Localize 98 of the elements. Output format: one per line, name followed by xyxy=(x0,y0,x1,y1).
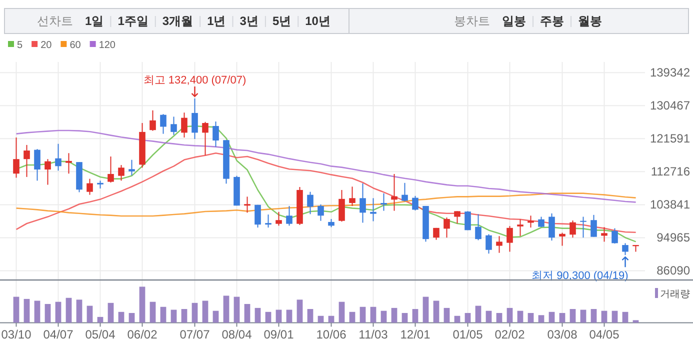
text: 3개월 xyxy=(162,14,194,28)
bar xyxy=(139,286,146,323)
bar xyxy=(402,312,408,323)
x-tick-label: 02/02 xyxy=(494,328,526,342)
bar xyxy=(76,300,82,323)
y-tick-label: 94965 xyxy=(656,230,690,245)
bar xyxy=(580,310,586,323)
bar xyxy=(338,302,345,323)
bar xyxy=(412,309,418,323)
line-series xyxy=(16,130,636,203)
bar xyxy=(601,310,608,323)
bar xyxy=(307,309,314,323)
x-tick-label: 08/04 xyxy=(222,328,252,342)
annotation: 최고 132,400 (07/07) xyxy=(143,74,246,86)
bar xyxy=(444,308,450,323)
bar xyxy=(360,306,366,323)
bar xyxy=(108,302,114,323)
bar xyxy=(181,309,188,323)
bar xyxy=(391,308,398,323)
x-tick-label: 11/03 xyxy=(358,328,388,342)
bar xyxy=(506,308,513,323)
x-tick-label: 05/04 xyxy=(85,328,116,342)
x-tick-label: 03/10 xyxy=(1,328,32,342)
x-tick-label: 12/01 xyxy=(400,328,431,342)
y-tick-label: 86090 xyxy=(656,264,690,278)
bar xyxy=(265,312,272,323)
bar xyxy=(55,302,62,323)
bar xyxy=(422,296,429,323)
y-tick-label: 103841 xyxy=(650,198,690,212)
x-tick-label: 07/07 xyxy=(180,328,210,342)
bar xyxy=(170,310,177,323)
bar xyxy=(296,300,303,323)
bar xyxy=(464,312,471,323)
bar xyxy=(486,310,492,323)
text: 1일 xyxy=(85,14,104,28)
bar xyxy=(66,298,72,323)
x-tick-label: 04/07 xyxy=(43,328,74,342)
bar xyxy=(538,315,544,323)
x-tick-label: 01/05 xyxy=(452,328,484,342)
bar xyxy=(632,320,639,323)
bar xyxy=(13,296,20,323)
text: 일봉 xyxy=(502,14,526,28)
bar xyxy=(244,304,250,323)
x-tick-label: 10/06 xyxy=(316,328,347,342)
bar xyxy=(192,302,198,323)
text: 10년 xyxy=(305,14,330,28)
bar xyxy=(150,302,156,323)
bar xyxy=(590,309,597,323)
bar xyxy=(160,306,166,323)
text: 1년 xyxy=(207,14,226,28)
bar xyxy=(202,300,208,323)
bar xyxy=(370,306,376,323)
x-tick-label: 03/08 xyxy=(547,328,578,342)
text: 봉차트 xyxy=(454,14,490,28)
annotation: 최저 90,300 (04/19) xyxy=(532,270,628,282)
bar xyxy=(34,300,40,323)
bar xyxy=(118,312,124,323)
text: 월봉 xyxy=(578,14,602,28)
x-tick-label: 09/01 xyxy=(264,328,294,342)
bar xyxy=(212,310,219,323)
bar xyxy=(548,312,555,323)
text: 선차트 xyxy=(37,14,73,28)
bar xyxy=(475,306,482,323)
bar xyxy=(380,310,387,323)
bar xyxy=(622,312,628,323)
bar xyxy=(496,312,502,323)
legend-label: 120 xyxy=(98,40,116,51)
bar xyxy=(433,300,440,323)
text: 1주일 xyxy=(118,14,148,28)
y-tick-label: 139342 xyxy=(650,66,690,80)
bar xyxy=(97,316,104,323)
y-tick-label: 121591 xyxy=(650,132,690,146)
bar xyxy=(612,310,618,323)
bar xyxy=(86,306,93,323)
x-tick-label: 04/05 xyxy=(589,328,620,342)
legend-label: 거래량 xyxy=(660,289,690,300)
y-tick-label: 112716 xyxy=(650,164,690,179)
bar xyxy=(276,310,282,323)
bar xyxy=(349,312,356,323)
bar xyxy=(559,312,566,323)
legend-label: 5 xyxy=(17,40,23,51)
bar xyxy=(44,304,51,323)
bar xyxy=(570,309,576,323)
bar xyxy=(234,296,240,323)
legend-label: 20 xyxy=(40,40,52,51)
bar xyxy=(24,298,30,323)
text: 5년 xyxy=(272,14,292,28)
bar xyxy=(254,308,261,323)
text: 3년 xyxy=(240,14,258,28)
bar xyxy=(528,312,534,323)
bar xyxy=(128,312,135,323)
bar xyxy=(223,296,230,323)
legend-label: 60 xyxy=(70,40,82,51)
bar xyxy=(286,310,292,323)
y-tick-label: 130467 xyxy=(650,98,690,113)
x-tick-label: 06/02 xyxy=(127,328,158,342)
bar xyxy=(517,310,524,323)
text: 주봉 xyxy=(540,14,564,28)
